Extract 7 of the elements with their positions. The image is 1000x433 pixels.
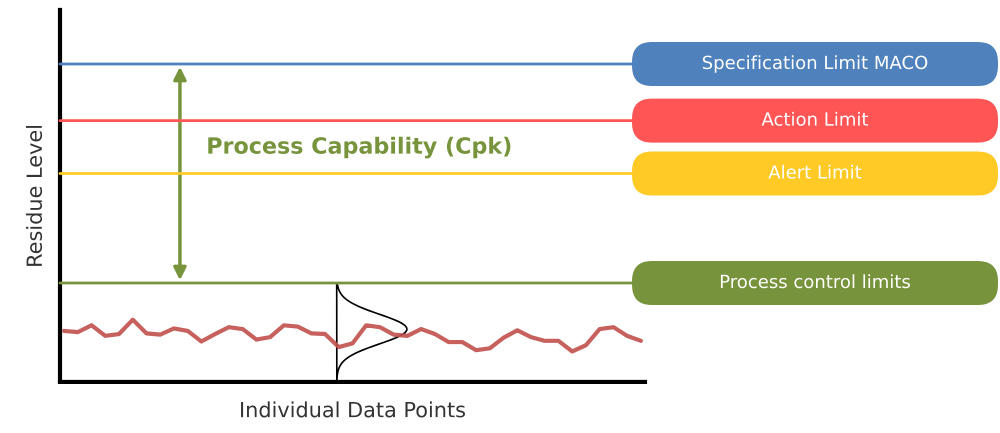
y-axis-title: Residue Level (26, 126, 42, 266)
x-axis-title: Individual Data Points (241, 401, 465, 418)
text: Process Capability (Cpk) (208, 136, 510, 158)
ref-line-label: Action Limit (762, 112, 868, 126)
ref-line-label: Alert Limit (768, 164, 862, 179)
ref-line-label: Process control limits (720, 274, 910, 288)
ref-line-label: Specification Limit MACO (702, 55, 928, 73)
